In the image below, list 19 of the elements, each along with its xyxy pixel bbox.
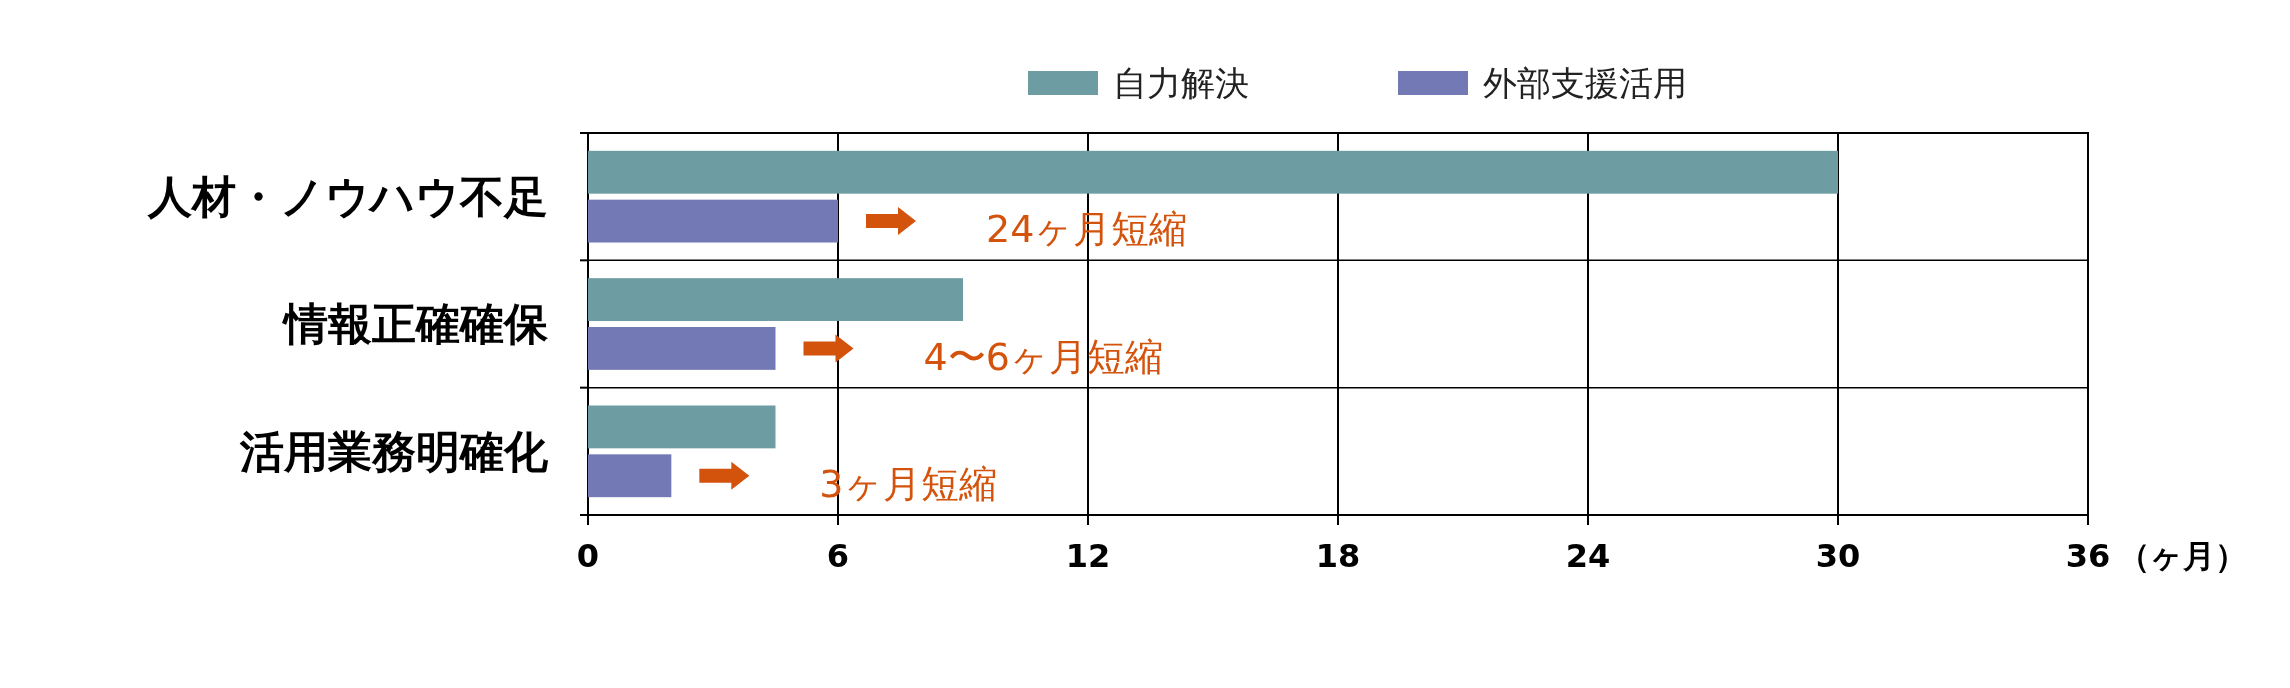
- bar: [588, 327, 776, 370]
- bar: [588, 454, 672, 498]
- legend-label: 自力解決: [1113, 62, 1249, 103]
- legend-label: 外部支援活用: [1483, 62, 1687, 103]
- x-tick-label: 0: [576, 537, 600, 575]
- x-axis-title: （ヶ月）: [2118, 537, 2247, 575]
- x-tick-label: 24: [1565, 537, 1611, 575]
- x-tick-label: 18: [1315, 537, 1361, 575]
- y-tick-label: 活用業務明確化: [239, 425, 549, 477]
- y-tick-label: 人材・ノウハウ不足: [147, 171, 548, 223]
- x-tick-label: 30: [1815, 537, 1861, 575]
- y-tick-label: 情報正確確保: [282, 298, 549, 350]
- bar: [588, 199, 838, 243]
- bar: [588, 150, 1838, 194]
- x-tick-label: 6: [826, 537, 850, 575]
- x-tick-label: 36: [2065, 537, 2111, 575]
- x-tick-label: 12: [1065, 537, 1111, 575]
- bar: [588, 278, 963, 321]
- bar: [588, 405, 776, 449]
